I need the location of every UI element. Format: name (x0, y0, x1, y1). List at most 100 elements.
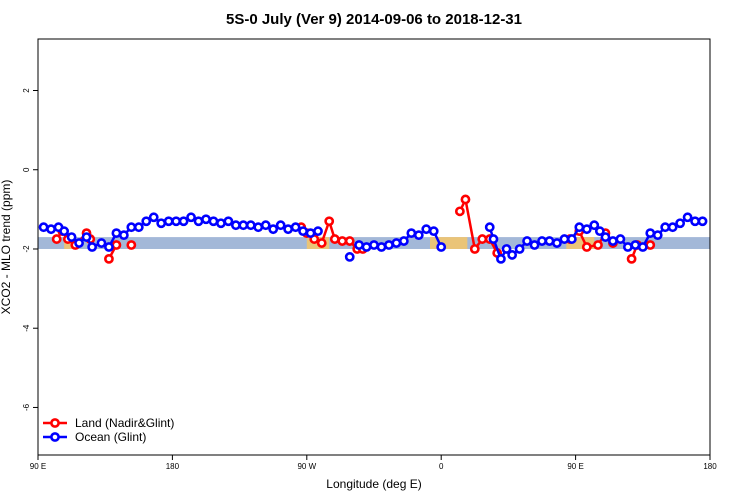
data-point (660, 222, 671, 233)
data-point (559, 234, 570, 244)
data-point (514, 244, 525, 254)
legend-item: Land (Nadir&Glint) (43, 416, 174, 430)
y-tick-label: 0 (22, 167, 31, 172)
x-tick-label: 90 E (30, 462, 46, 471)
data-point (141, 216, 152, 227)
data-point (260, 220, 271, 231)
data-point (193, 216, 204, 227)
x-axis: 90 E 180 90 W 0 90 E 180 (30, 455, 717, 471)
data-point (406, 228, 417, 239)
data-point (324, 216, 335, 227)
data-point (223, 216, 234, 227)
data-point (313, 226, 323, 237)
data-point (344, 252, 355, 262)
data-point (329, 234, 340, 244)
data-point (667, 222, 678, 233)
y-tick-label: 2 (22, 88, 31, 93)
data-point (552, 238, 562, 248)
data-point (626, 253, 637, 264)
data-point (484, 222, 495, 233)
data-point (645, 240, 656, 250)
data-point (376, 242, 387, 252)
data-point (645, 228, 656, 239)
data-point (544, 236, 555, 246)
data-point (245, 220, 256, 231)
data-point (238, 220, 249, 231)
data-point (501, 244, 512, 254)
legend-marker (50, 418, 60, 428)
data-point (574, 222, 585, 233)
x-tick-label: 0 (439, 462, 444, 471)
data-point (178, 216, 189, 227)
data-point (537, 236, 547, 246)
data-point (630, 240, 641, 250)
chart-title: 5S-0 July (Ver 9) 2014-09-06 to 2018-12-… (226, 11, 522, 28)
data-point (477, 234, 488, 244)
data-point (469, 244, 480, 254)
data-point (118, 230, 129, 241)
y-axis: 2 0 -2 -4 -6 (22, 88, 38, 411)
data-point (398, 236, 409, 246)
data-point (454, 206, 465, 217)
y-tick-label: -4 (22, 324, 31, 332)
data-point (529, 240, 540, 250)
y-tick-label: -2 (22, 245, 31, 253)
data-point (369, 240, 379, 250)
data-point (384, 240, 394, 250)
data-point (697, 216, 708, 227)
data-point (615, 234, 626, 244)
data-point (421, 224, 432, 235)
data-point (111, 228, 122, 239)
data-point (81, 232, 92, 242)
data-point (608, 236, 618, 246)
data-point (253, 222, 264, 233)
data-point (156, 218, 167, 229)
x-axis-label: Longitude (deg E) (326, 477, 421, 491)
data-point (186, 212, 196, 223)
data-point (104, 242, 114, 252)
data-point (413, 230, 424, 241)
legend-label: Land (Nadir&Glint) (75, 416, 174, 430)
data-point (354, 240, 364, 250)
data-point (652, 230, 663, 241)
x-tick-label: 90 E (567, 462, 583, 471)
data-point (171, 216, 182, 227)
x-tick-label: 180 (166, 462, 180, 471)
data-point (38, 222, 49, 233)
data-point (594, 226, 605, 237)
data-point (600, 232, 611, 242)
data-point (675, 218, 686, 229)
plot-frame (37, 38, 711, 456)
data-point (126, 240, 137, 250)
legend: Land (Nadir&Glint)Ocean (Glint) (43, 416, 174, 444)
data-point (316, 238, 327, 248)
data-point (126, 222, 137, 233)
data-point (104, 253, 114, 264)
data-point (344, 236, 355, 246)
y-tick-label: -6 (22, 403, 31, 411)
data-point (496, 253, 506, 264)
data-point (581, 224, 592, 235)
data-point (460, 194, 471, 205)
data-point (298, 226, 308, 237)
data-point (148, 212, 159, 223)
data-point (66, 232, 77, 242)
data-point (51, 234, 62, 244)
x-tick-label: 180 (703, 462, 717, 471)
data-point (230, 220, 241, 231)
highlight-band (566, 237, 595, 249)
data-point (361, 242, 372, 252)
data-point (488, 234, 499, 244)
x-tick-label: 90 W (297, 462, 316, 471)
data-point (46, 224, 56, 235)
y-axis-label: XCO2 - MLO trend (ppm) (0, 180, 13, 315)
data-point (391, 238, 402, 248)
data-point (275, 220, 286, 231)
legend-item: Ocean (Glint) (43, 430, 146, 444)
series-ocean (38, 212, 708, 264)
highlight-band (430, 237, 468, 249)
data-point (59, 226, 70, 237)
legend-label: Ocean (Glint) (75, 430, 146, 444)
data-point (305, 228, 316, 239)
